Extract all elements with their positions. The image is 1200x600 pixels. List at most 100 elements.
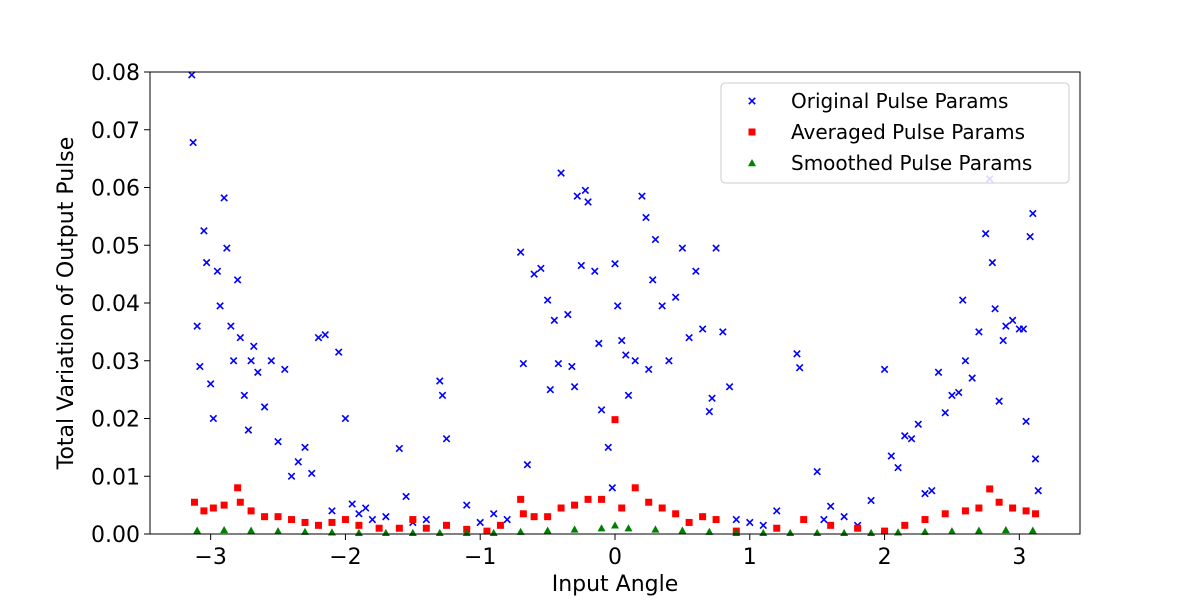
original-pulse-point <box>537 264 545 273</box>
original-pulse-point <box>608 484 617 492</box>
original-pulse-point <box>254 368 262 377</box>
original-pulse-point <box>247 356 255 365</box>
smoothed-pulse-point <box>921 527 929 535</box>
averaged-pulse-point <box>941 510 949 518</box>
original-pulse-point <box>577 261 586 270</box>
smoothed-pulse-point <box>1001 525 1010 534</box>
averaged-pulse-point <box>881 527 889 535</box>
original-pulse-point <box>223 244 231 252</box>
y-axis-label: Total Variation of Output Pulse <box>54 137 79 471</box>
original-pulse-point <box>597 406 606 414</box>
original-pulse-point <box>267 356 276 365</box>
original-pulse-point <box>523 460 532 469</box>
averaged-pulse-point <box>314 521 322 529</box>
original-pulse-point <box>820 515 828 524</box>
original-pulse-point <box>622 351 630 359</box>
original-pulse-point <box>546 385 555 394</box>
original-pulse-point <box>894 463 902 472</box>
original-pulse-point <box>958 296 967 304</box>
original-pulse-point <box>584 198 592 206</box>
smoothed-pulse-point <box>301 527 309 535</box>
averaged-pulse-point <box>274 513 282 521</box>
smoothed-pulse-point <box>597 524 606 532</box>
legend-marker <box>748 128 756 136</box>
original-pulse-point <box>671 293 680 301</box>
original-pulse-point <box>914 420 923 429</box>
original-pulse-point <box>287 472 296 481</box>
original-pulse-point <box>355 510 363 518</box>
averaged-pulse-point <box>234 484 242 492</box>
original-pulse-point <box>321 330 329 339</box>
original-pulse-point <box>772 507 781 515</box>
original-pulse-point <box>638 192 646 200</box>
original-pulse-point <box>361 504 370 512</box>
original-pulse-point <box>988 258 997 267</box>
smoothed-pulse-point <box>1028 526 1037 534</box>
legend-smoothed-entry: Smoothed Pulse Params <box>748 151 1032 175</box>
legend-averaged-entry: Averaged Pulse Params <box>748 120 1025 144</box>
original-pulse-point <box>648 276 657 284</box>
averaged-pulse-point <box>571 501 579 509</box>
x-axis: −3 −2 −1 0 1 2 3 <box>194 534 1026 570</box>
original-pulse-point <box>975 328 983 336</box>
original-pulse-point <box>220 194 228 202</box>
original-pulse-point <box>233 276 242 284</box>
averaged-pulse-point <box>220 501 228 509</box>
x-axis-label: Input Angle <box>552 572 679 597</box>
x-tick-label: 2 <box>878 545 892 570</box>
original-pulse-point <box>921 489 929 498</box>
original-pulse-point <box>613 302 622 310</box>
original-pulse-point <box>557 169 565 177</box>
smoothed-pulse-point <box>543 526 552 534</box>
original-pulse-point <box>213 267 222 276</box>
original-pulse-point <box>236 333 245 342</box>
x-tick-label: −1 <box>464 545 496 570</box>
averaged-pulse-point <box>519 510 527 518</box>
original-pulse-point <box>981 229 990 238</box>
averaged-pulse-point <box>209 504 217 512</box>
smoothed-pulse-point <box>678 526 687 534</box>
original-pulse-point <box>665 356 673 365</box>
original-pulse-point <box>543 296 552 304</box>
original-pulse-point <box>206 380 215 388</box>
original-pulse-point <box>732 515 741 524</box>
averaged-pulse-point <box>301 518 309 526</box>
original-pulse-point <box>604 443 613 452</box>
averaged-pulse-point <box>921 516 929 524</box>
averaged-pulse-point <box>618 504 626 512</box>
original-pulse-point <box>334 348 343 356</box>
original-pulse-point <box>550 316 559 325</box>
legend-label: Smoothed Pulse Params <box>791 151 1032 175</box>
averaged-pulse-point <box>236 498 244 506</box>
averaged-pulse-point <box>712 516 720 524</box>
legend: Original Pulse Params Averaged Pulse Para… <box>720 82 1070 184</box>
smoothed-pulse-point <box>947 527 956 535</box>
original-pulse-point <box>395 444 404 453</box>
averaged-pulse-point <box>409 516 417 524</box>
averaged-pulse-point <box>517 495 525 503</box>
original-pulse-point <box>999 336 1007 345</box>
original-pulse-point <box>341 414 350 423</box>
original-pulse-point <box>840 512 848 521</box>
original-pulse-point <box>570 382 579 391</box>
original-pulse-point <box>968 374 976 382</box>
smoothed-pulse-point <box>516 527 525 535</box>
original-pulse-point <box>991 305 999 313</box>
original-pulse-point <box>813 467 821 476</box>
original-pulse-point <box>368 515 377 524</box>
original-pulse-point <box>573 192 582 200</box>
original-pulse-point <box>1022 417 1030 426</box>
original-pulse-point <box>382 512 390 521</box>
original-pulse-point <box>995 397 1003 405</box>
y-tick-label: 0.06 <box>91 177 140 202</box>
original-pulse-point <box>708 394 716 403</box>
original-pulse-point <box>1026 232 1034 241</box>
smoothed-pulse-point <box>274 527 283 535</box>
original-pulse-point <box>260 403 269 411</box>
legend-label: Original Pulse Params <box>791 89 1008 113</box>
original-pulse-point <box>250 342 258 351</box>
x-tick-label: −3 <box>194 545 226 570</box>
averaged-pulse-point <box>800 516 808 524</box>
original-pulse-point <box>209 414 218 423</box>
